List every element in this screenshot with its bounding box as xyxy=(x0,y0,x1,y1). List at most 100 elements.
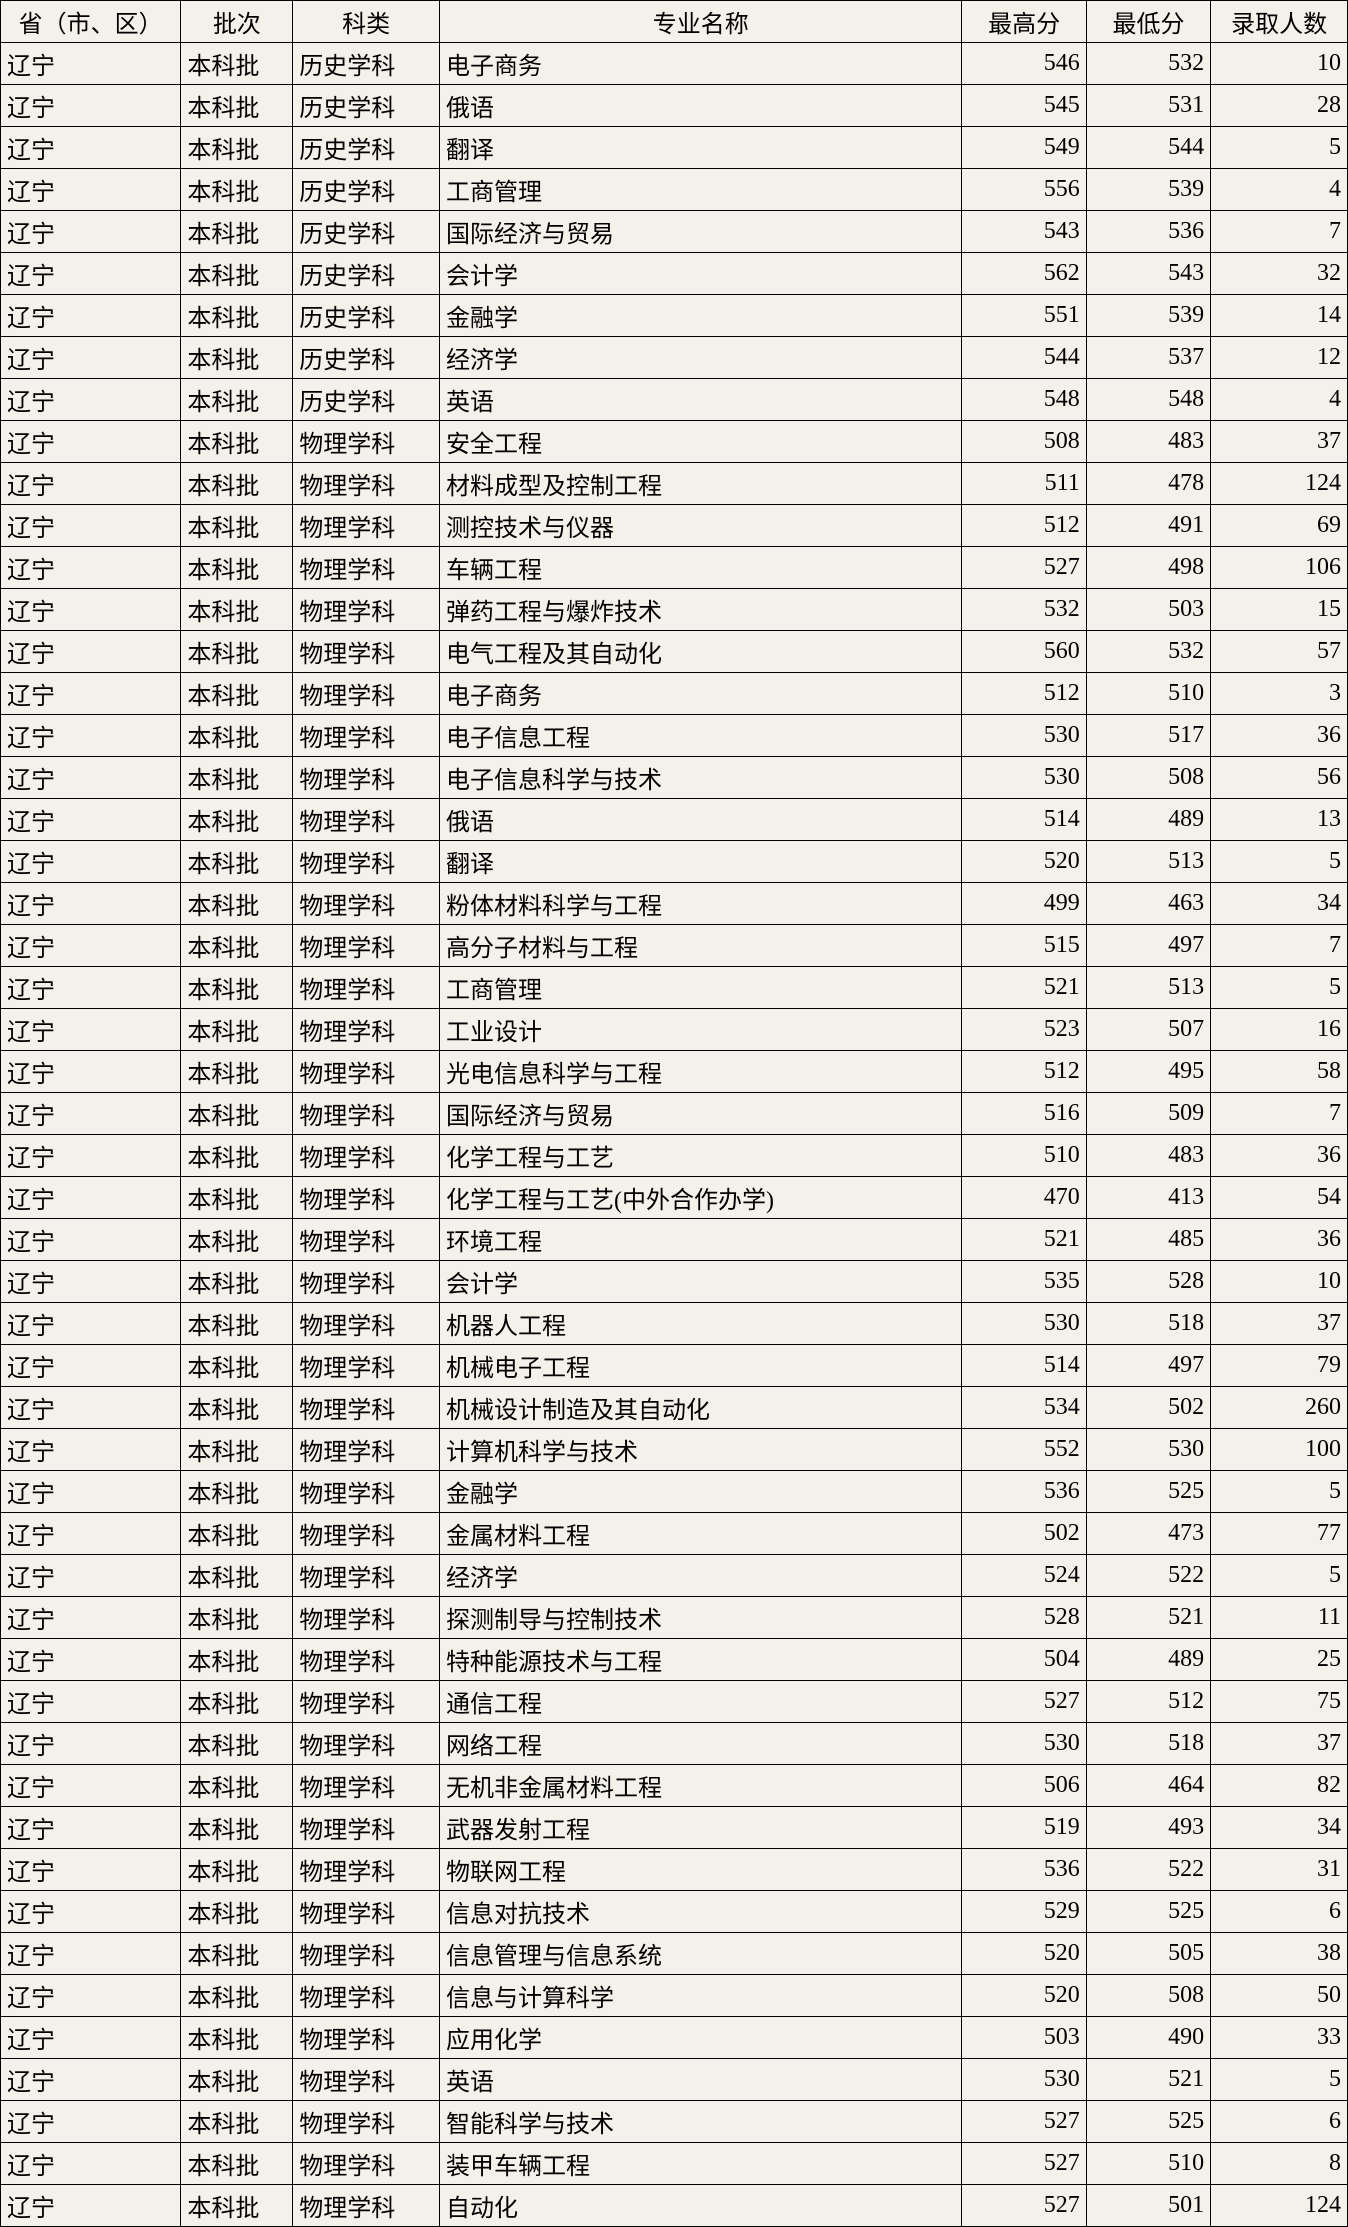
cell-major: 俄语 xyxy=(440,799,962,841)
cell-province: 辽宁 xyxy=(1,1933,181,1975)
table-row: 辽宁本科批物理学科测控技术与仪器51249169 xyxy=(1,505,1348,547)
cell-province: 辽宁 xyxy=(1,463,181,505)
cell-province: 辽宁 xyxy=(1,379,181,421)
table-row: 辽宁本科批物理学科经济学5245225 xyxy=(1,1555,1348,1597)
cell-province: 辽宁 xyxy=(1,1219,181,1261)
table-row: 辽宁本科批物理学科信息与计算科学52050850 xyxy=(1,1975,1348,2017)
table-row: 辽宁本科批历史学科电子商务54653210 xyxy=(1,43,1348,85)
cell-batch: 本科批 xyxy=(181,715,293,757)
cell-batch: 本科批 xyxy=(181,589,293,631)
cell-count: 77 xyxy=(1211,1513,1348,1555)
cell-batch: 本科批 xyxy=(181,1765,293,1807)
cell-batch: 本科批 xyxy=(181,1639,293,1681)
table-row: 辽宁本科批历史学科俄语54553128 xyxy=(1,85,1348,127)
cell-batch: 本科批 xyxy=(181,2101,293,2143)
table-row: 辽宁本科批物理学科工业设计52350716 xyxy=(1,1009,1348,1051)
cell-high: 528 xyxy=(962,1597,1086,1639)
cell-subject: 物理学科 xyxy=(293,1807,440,1849)
cell-count: 36 xyxy=(1211,1219,1348,1261)
cell-subject: 物理学科 xyxy=(293,757,440,799)
cell-batch: 本科批 xyxy=(181,1387,293,1429)
cell-major: 金融学 xyxy=(440,295,962,337)
cell-count: 10 xyxy=(1211,1261,1348,1303)
cell-major: 会计学 xyxy=(440,1261,962,1303)
cell-low: 513 xyxy=(1086,841,1210,883)
cell-high: 520 xyxy=(962,1933,1086,1975)
cell-major: 自动化 xyxy=(440,2185,962,2227)
cell-province: 辽宁 xyxy=(1,1681,181,1723)
cell-batch: 本科批 xyxy=(181,1261,293,1303)
cell-high: 502 xyxy=(962,1513,1086,1555)
cell-low: 510 xyxy=(1086,2143,1210,2185)
cell-batch: 本科批 xyxy=(181,1933,293,1975)
cell-high: 527 xyxy=(962,2143,1086,2185)
cell-high: 512 xyxy=(962,1051,1086,1093)
cell-count: 124 xyxy=(1211,2185,1348,2227)
table-row: 辽宁本科批物理学科车辆工程527498106 xyxy=(1,547,1348,589)
cell-high: 527 xyxy=(962,2185,1086,2227)
table-row: 辽宁本科批物理学科信息对抗技术5295256 xyxy=(1,1891,1348,1933)
cell-high: 562 xyxy=(962,253,1086,295)
cell-count: 16 xyxy=(1211,1009,1348,1051)
table-row: 辽宁本科批物理学科电子商务5125103 xyxy=(1,673,1348,715)
cell-count: 34 xyxy=(1211,1807,1348,1849)
cell-count: 6 xyxy=(1211,2101,1348,2143)
cell-count: 5 xyxy=(1211,1471,1348,1513)
cell-batch: 本科批 xyxy=(181,547,293,589)
cell-province: 辽宁 xyxy=(1,295,181,337)
cell-high: 548 xyxy=(962,379,1086,421)
cell-low: 510 xyxy=(1086,673,1210,715)
cell-subject: 物理学科 xyxy=(293,1891,440,1933)
cell-count: 7 xyxy=(1211,211,1348,253)
cell-major: 车辆工程 xyxy=(440,547,962,589)
cell-count: 37 xyxy=(1211,421,1348,463)
cell-subject: 物理学科 xyxy=(293,631,440,673)
cell-count: 8 xyxy=(1211,2143,1348,2185)
cell-province: 辽宁 xyxy=(1,127,181,169)
cell-subject: 物理学科 xyxy=(293,1765,440,1807)
cell-subject: 物理学科 xyxy=(293,2017,440,2059)
cell-major: 计算机科学与技术 xyxy=(440,1429,962,1471)
cell-province: 辽宁 xyxy=(1,2185,181,2227)
col-count: 录取人数 xyxy=(1211,1,1348,43)
cell-province: 辽宁 xyxy=(1,253,181,295)
cell-province: 辽宁 xyxy=(1,925,181,967)
cell-subject: 物理学科 xyxy=(293,2185,440,2227)
cell-subject: 物理学科 xyxy=(293,421,440,463)
cell-count: 106 xyxy=(1211,547,1348,589)
cell-high: 519 xyxy=(962,1807,1086,1849)
cell-high: 552 xyxy=(962,1429,1086,1471)
cell-major: 金融学 xyxy=(440,1471,962,1513)
cell-low: 478 xyxy=(1086,463,1210,505)
cell-low: 502 xyxy=(1086,1387,1210,1429)
cell-count: 57 xyxy=(1211,631,1348,673)
cell-major: 化学工程与工艺 xyxy=(440,1135,962,1177)
cell-major: 机械设计制造及其自动化 xyxy=(440,1387,962,1429)
cell-high: 551 xyxy=(962,295,1086,337)
cell-major: 翻译 xyxy=(440,841,962,883)
cell-batch: 本科批 xyxy=(181,1135,293,1177)
cell-province: 辽宁 xyxy=(1,505,181,547)
cell-batch: 本科批 xyxy=(181,1303,293,1345)
cell-subject: 物理学科 xyxy=(293,925,440,967)
cell-high: 530 xyxy=(962,1723,1086,1765)
cell-count: 6 xyxy=(1211,1891,1348,1933)
cell-count: 5 xyxy=(1211,1555,1348,1597)
cell-low: 508 xyxy=(1086,1975,1210,2017)
cell-low: 495 xyxy=(1086,1051,1210,1093)
cell-low: 521 xyxy=(1086,1597,1210,1639)
cell-batch: 本科批 xyxy=(181,463,293,505)
cell-subject: 历史学科 xyxy=(293,337,440,379)
cell-province: 辽宁 xyxy=(1,1555,181,1597)
cell-major: 信息对抗技术 xyxy=(440,1891,962,1933)
cell-high: 514 xyxy=(962,799,1086,841)
table-row: 辽宁本科批物理学科化学工程与工艺51048336 xyxy=(1,1135,1348,1177)
cell-major: 应用化学 xyxy=(440,2017,962,2059)
cell-province: 辽宁 xyxy=(1,1303,181,1345)
cell-subject: 物理学科 xyxy=(293,1387,440,1429)
cell-province: 辽宁 xyxy=(1,1177,181,1219)
cell-count: 36 xyxy=(1211,715,1348,757)
cell-low: 518 xyxy=(1086,1723,1210,1765)
cell-batch: 本科批 xyxy=(181,967,293,1009)
cell-major: 工商管理 xyxy=(440,967,962,1009)
